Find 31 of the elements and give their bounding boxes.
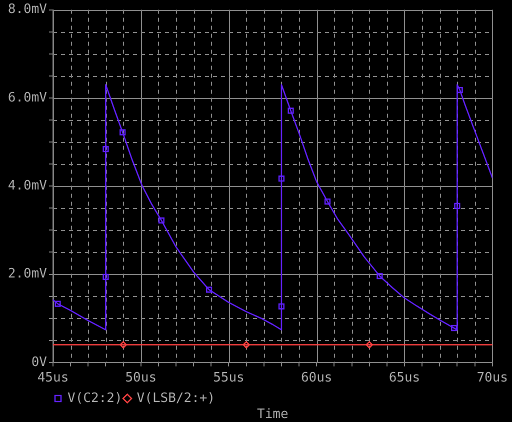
point xyxy=(120,341,127,348)
y-tick-label: 8.0mV xyxy=(8,2,48,18)
point xyxy=(366,341,373,348)
y-tick-label: 6.0mV xyxy=(8,90,48,106)
point xyxy=(102,274,109,280)
point xyxy=(102,146,109,152)
point xyxy=(324,198,331,205)
point xyxy=(158,217,164,224)
legend-label: V(LSB/2:+) xyxy=(136,390,216,406)
legend-label: V(C2:2) xyxy=(68,390,122,406)
x-tick-label: 70us xyxy=(476,370,508,386)
y-tick-label: 2.0mV xyxy=(8,266,48,282)
y-tick-label: 0V xyxy=(31,354,48,370)
point xyxy=(206,286,212,293)
point xyxy=(454,202,460,209)
point xyxy=(278,176,285,182)
point xyxy=(54,300,61,307)
point xyxy=(288,108,294,114)
x-tick-label: 45us xyxy=(37,370,69,386)
y-tick-label: 4.0mV xyxy=(8,178,48,194)
point xyxy=(450,324,458,332)
point xyxy=(278,303,285,310)
x-tick-label: 50us xyxy=(125,370,157,386)
x-tick-label: 55us xyxy=(213,370,244,386)
x-tick-label: 60us xyxy=(300,370,332,386)
x-axis-title: Time xyxy=(257,407,288,422)
x-tick-label: 65us xyxy=(388,370,420,386)
point xyxy=(456,86,463,94)
point xyxy=(242,341,250,348)
point xyxy=(120,129,126,136)
point xyxy=(376,272,383,280)
